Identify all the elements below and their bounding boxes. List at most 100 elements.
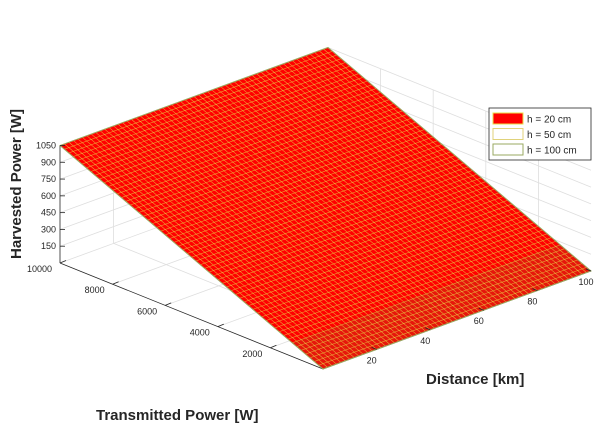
mesh-line-y xyxy=(184,99,449,324)
mesh-line-y xyxy=(301,57,565,282)
y-tick-label: 80 xyxy=(527,297,537,307)
mesh-line-y xyxy=(309,53,574,278)
mesh-line-y xyxy=(234,81,498,306)
x-tick-label: 8000 xyxy=(85,285,105,295)
mesh-line-y xyxy=(283,63,547,288)
mesh-line-y xyxy=(216,88,480,313)
mesh-line-y xyxy=(175,102,440,327)
surface-mesh xyxy=(59,46,592,370)
x-tick-label: 10000 xyxy=(27,264,52,274)
z-tick-label: 300 xyxy=(41,224,56,234)
legend-entry: h = 100 cm xyxy=(527,146,577,157)
mesh-line-y xyxy=(314,52,578,277)
legend-swatch xyxy=(492,112,524,125)
x-tick-label: 4000 xyxy=(190,328,210,338)
mesh-line-y xyxy=(131,119,395,344)
x-tick-label: 6000 xyxy=(137,306,157,316)
legend-swatch xyxy=(492,128,524,140)
y-tick-mark xyxy=(478,307,484,311)
mesh-line-y xyxy=(278,65,543,290)
mesh-line-y xyxy=(193,96,458,321)
mesh-line-y xyxy=(242,78,507,303)
axis-ticks: 150 300 450 600 750 900 1050 2000 4000 6000 8000 10… xyxy=(27,141,594,366)
mesh-line-y xyxy=(140,115,404,340)
z-tick-label: 1050 xyxy=(36,141,56,151)
mesh-line-y xyxy=(77,138,342,363)
x-tick-mark xyxy=(217,323,224,327)
mesh-line-y xyxy=(64,143,328,368)
mesh-line-y xyxy=(144,114,409,339)
z-tick-label: 150 xyxy=(41,241,56,251)
x-tick-mark xyxy=(112,281,119,285)
mesh-line-y xyxy=(158,109,422,334)
mesh-line-y xyxy=(104,128,368,353)
z-tick-label: 900 xyxy=(41,157,56,167)
legend-entry: h = 50 cm xyxy=(527,130,571,141)
mesh-line-y xyxy=(305,55,569,280)
mesh-line-y xyxy=(171,104,435,329)
mesh-line-y xyxy=(86,135,350,360)
mesh-line-y xyxy=(323,48,587,273)
mesh-line-y xyxy=(167,106,431,331)
mesh-line-y xyxy=(260,71,525,296)
mesh-line-y xyxy=(318,50,583,275)
mesh-line-y xyxy=(225,84,489,309)
mesh-line-y xyxy=(202,93,467,317)
mesh-line-y xyxy=(117,124,382,348)
y-tick-mark xyxy=(532,288,538,291)
axis-line xyxy=(59,262,324,370)
x-tick-mark xyxy=(59,260,67,264)
mesh-line-y xyxy=(229,83,493,308)
mesh-line-y xyxy=(108,127,373,352)
y-tick-label: 100 xyxy=(578,277,593,287)
y-tick-label: 40 xyxy=(420,336,430,346)
mesh-line-y xyxy=(82,137,346,362)
mesh-line-y xyxy=(68,142,333,366)
surface-edge xyxy=(59,46,592,370)
mesh-line-y xyxy=(238,79,502,304)
z-tick-label: 600 xyxy=(41,191,56,201)
mesh-line-y xyxy=(149,112,413,337)
legend-entry: h = 20 cm xyxy=(527,115,571,126)
mesh-line-y xyxy=(91,133,355,358)
mesh-line-y xyxy=(100,130,364,355)
mesh-line-y xyxy=(211,89,476,314)
mesh-line-y xyxy=(292,60,556,285)
mesh-line-y xyxy=(207,91,471,316)
x-tick-mark xyxy=(165,302,172,306)
mesh-line-y xyxy=(73,140,337,365)
mesh-line-y xyxy=(220,86,484,311)
y-tick-mark xyxy=(585,268,592,272)
mesh-line-y xyxy=(198,94,462,319)
mesh-line-y xyxy=(287,61,551,286)
mesh-line-y xyxy=(95,132,359,357)
mesh-line-y xyxy=(162,107,426,332)
z-tick-label: 750 xyxy=(41,174,56,184)
mesh-line-y xyxy=(180,101,444,326)
y-tick-label: 60 xyxy=(474,316,484,326)
mesh-line-y xyxy=(247,76,511,301)
y-tick-mark xyxy=(371,347,377,350)
mesh-line-y xyxy=(122,122,386,347)
x-tick-label: 2000 xyxy=(242,349,262,359)
z-axis-label: Harvested Power [W] xyxy=(8,109,25,259)
mesh-line-y xyxy=(269,68,534,293)
mesh-line-y xyxy=(126,120,391,345)
legend: h = 20 cm h = 50 cm h = 100 cm xyxy=(488,107,592,161)
y-tick-label: 20 xyxy=(367,355,377,365)
x-tick-mark xyxy=(270,344,277,349)
mesh-line-y xyxy=(256,73,520,298)
z-tick-label: 450 xyxy=(41,208,56,218)
mesh-line-y xyxy=(189,97,453,322)
y-tick-mark xyxy=(425,327,431,331)
mesh-line-y xyxy=(251,75,516,299)
mesh-line-y xyxy=(296,58,560,283)
mesh-line-y xyxy=(265,70,529,295)
mesh-line-y xyxy=(113,125,377,350)
y-axis-label: Distance [km] xyxy=(426,371,524,388)
mesh-line-y xyxy=(153,110,417,335)
legend-swatch xyxy=(492,143,524,156)
mesh-line-y xyxy=(135,117,400,342)
x-axis-label: Transmitted Power [W] xyxy=(96,407,259,423)
